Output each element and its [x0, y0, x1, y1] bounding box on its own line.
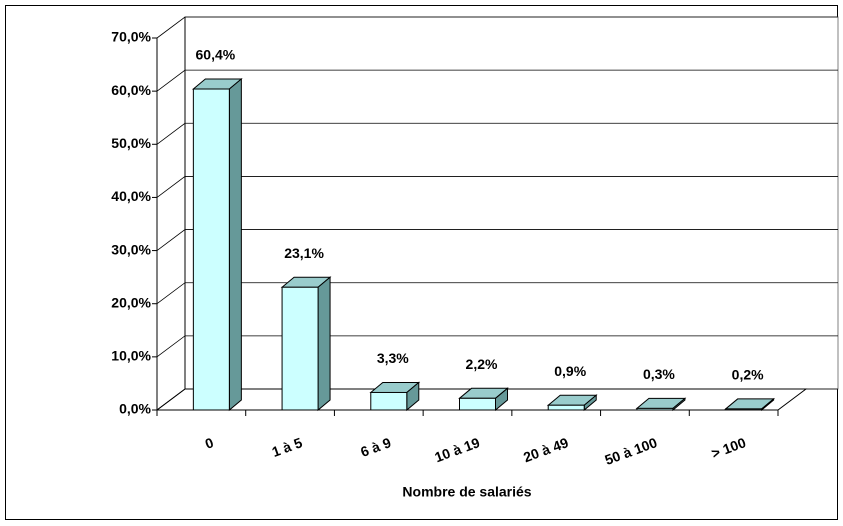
- bar-side: [228, 77, 242, 412]
- value-label: 0,9%: [554, 363, 586, 379]
- grid-line: [156, 16, 838, 39]
- value-label: 0,2%: [732, 367, 764, 383]
- grid-line: [156, 229, 838, 251]
- grid-line: [156, 388, 838, 411]
- value-label: 60,4%: [196, 47, 236, 63]
- value-label-bg: [364, 347, 421, 372]
- bar: [192, 88, 230, 411]
- y-tick-label: 60,0%: [111, 82, 151, 98]
- y-tick-label: 30,0%: [111, 241, 151, 257]
- value-label-bg: [719, 363, 776, 388]
- bar: [459, 397, 496, 411]
- value-label-bg: [453, 353, 510, 378]
- bar: [547, 404, 585, 411]
- bar: [636, 407, 674, 411]
- grid-line: [156, 176, 838, 198]
- x-axis-title: Nombre de salariés: [402, 484, 531, 500]
- bar-side: [317, 276, 331, 412]
- value-label: 0,3%: [643, 366, 675, 382]
- y-tick-label: 40,0%: [111, 188, 151, 204]
- y-tick-label: 70,0%: [111, 29, 151, 45]
- value-label-bg: [276, 242, 333, 267]
- value-label-bg: [187, 44, 244, 69]
- value-label-bg: [630, 363, 687, 388]
- y-tick-label: 20,0%: [111, 294, 151, 310]
- bar: [370, 391, 408, 411]
- value-label-bg: [542, 360, 599, 385]
- grid-line: [156, 282, 838, 305]
- y-tick-label: 10,0%: [111, 348, 151, 364]
- y-tick-label: 50,0%: [111, 135, 151, 151]
- bar: [725, 408, 763, 411]
- value-label: 2,2%: [466, 356, 498, 372]
- grid-line: [156, 335, 838, 358]
- value-label: 3,3%: [377, 350, 409, 366]
- bar: [281, 286, 319, 411]
- grid-line: [156, 69, 838, 92]
- grid-line: [156, 122, 838, 145]
- y-tick-label: 0,0%: [119, 401, 151, 417]
- value-label: 23,1%: [284, 245, 324, 261]
